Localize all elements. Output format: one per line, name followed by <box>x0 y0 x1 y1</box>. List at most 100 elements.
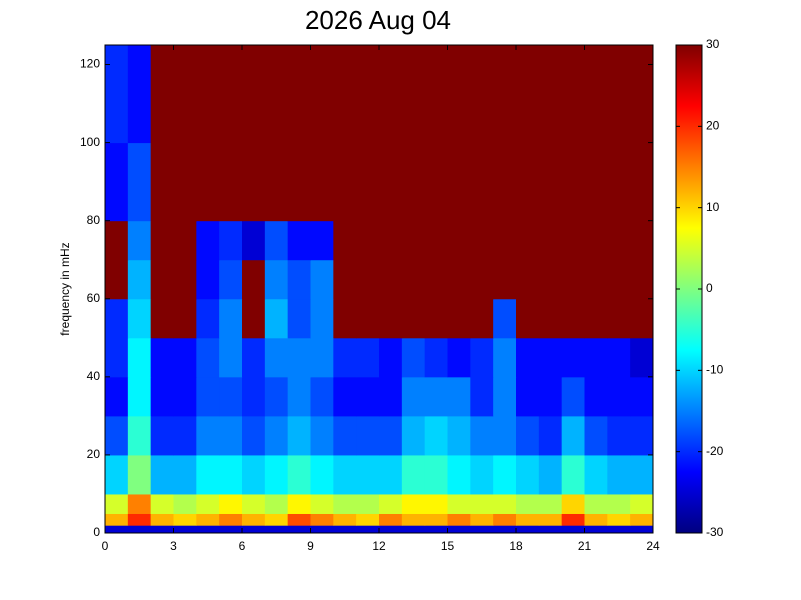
heatmap-cell <box>607 415 631 456</box>
heatmap-cell <box>607 376 631 417</box>
heatmap-cell <box>584 525 608 534</box>
heatmap-cell <box>470 220 494 261</box>
heatmap-cell <box>379 45 403 144</box>
heatmap-cell <box>516 220 540 261</box>
heatmap-cell <box>447 493 471 514</box>
heatmap-cell <box>242 493 266 514</box>
heatmap-cell <box>196 493 220 514</box>
heatmap-cell <box>470 337 494 378</box>
heatmap-cell <box>287 415 311 456</box>
heatmap-cell <box>561 454 585 495</box>
colorbar-tick-label: -30 <box>706 525 724 539</box>
x-tick-label: 12 <box>372 539 386 553</box>
heatmap-cell <box>242 337 266 378</box>
heatmap-cell <box>493 142 517 222</box>
heatmap-cell <box>173 376 197 417</box>
heatmap-cell <box>333 337 357 378</box>
heatmap-cell <box>630 376 654 417</box>
heatmap-cell <box>127 45 152 144</box>
heatmap-cell <box>173 525 197 534</box>
heatmap-cell <box>584 298 608 339</box>
heatmap-cell <box>379 337 403 378</box>
heatmap-cell <box>561 298 585 339</box>
heatmap-cell <box>379 525 403 534</box>
heatmap-cell <box>264 513 289 526</box>
heatmap-cell <box>607 493 631 514</box>
heatmap-cell <box>401 525 426 534</box>
heatmap-cell <box>493 525 517 534</box>
heatmap-cell <box>356 45 380 144</box>
heatmap-cell <box>538 45 563 144</box>
heatmap-cell <box>310 259 334 300</box>
heatmap-cell <box>607 337 631 378</box>
heatmap-cell <box>607 142 631 222</box>
heatmap-cell <box>516 298 540 339</box>
heatmap-cell <box>516 376 540 417</box>
x-tick-label: 24 <box>646 539 660 553</box>
heatmap-cell <box>561 220 585 261</box>
heatmap-cell <box>424 142 448 222</box>
heatmap-cell <box>173 142 197 222</box>
heatmap-cell <box>310 142 334 222</box>
heatmap-cell <box>105 525 129 534</box>
heatmap-cell <box>447 45 471 144</box>
heatmap-cell <box>150 513 174 526</box>
heatmap-cell <box>630 493 654 514</box>
heatmap-cell <box>379 298 403 339</box>
heatmap-cell <box>447 454 471 495</box>
heatmap-cell <box>127 454 152 495</box>
heatmap-cell <box>493 298 517 339</box>
heatmap-cell <box>584 45 608 144</box>
heatmap-cell <box>493 220 517 261</box>
heatmap-cell <box>379 220 403 261</box>
heatmap-cell <box>538 415 563 456</box>
heatmap-cell <box>470 415 494 456</box>
heatmap-cell <box>105 493 129 514</box>
heatmap-cell <box>493 45 517 144</box>
heatmap-cell <box>584 337 608 378</box>
heatmap-cell <box>424 454 448 495</box>
heatmap-cell <box>356 415 380 456</box>
heatmap-cell <box>219 220 243 261</box>
heatmap-cell <box>584 376 608 417</box>
heatmap-cell <box>584 142 608 222</box>
heatmap-cell <box>219 337 243 378</box>
heatmap-cell <box>356 142 380 222</box>
heatmap-cell <box>219 415 243 456</box>
heatmap-cell <box>150 259 174 300</box>
heatmap-cell <box>401 415 426 456</box>
heatmap-cell <box>219 525 243 534</box>
heatmap-cell <box>538 142 563 222</box>
heatmap-cell <box>516 513 540 526</box>
heatmap-cell <box>196 45 220 144</box>
heatmap-cell <box>219 142 243 222</box>
x-tick-label: 6 <box>239 539 246 553</box>
heatmap-cell <box>264 220 289 261</box>
heatmap-cell <box>310 525 334 534</box>
heatmap-cell <box>264 493 289 514</box>
heatmap-cell <box>310 493 334 514</box>
heatmap-cell <box>584 220 608 261</box>
heatmap-cell <box>470 493 494 514</box>
heatmap-cell <box>516 259 540 300</box>
heatmap-cell <box>516 142 540 222</box>
heatmap-cell <box>538 513 563 526</box>
heatmap-cell <box>219 513 243 526</box>
heatmap-cell <box>538 454 563 495</box>
heatmap-cell <box>538 376 563 417</box>
heatmap-cell <box>105 415 129 456</box>
heatmap-cell <box>470 45 494 144</box>
x-tick-label: 15 <box>441 539 455 553</box>
heatmap-cell <box>607 454 631 495</box>
heatmap-cell <box>333 415 357 456</box>
heatmap-cell <box>379 513 403 526</box>
heatmap-cell <box>607 298 631 339</box>
heatmap-cell <box>219 45 243 144</box>
heatmap-cell <box>447 376 471 417</box>
heatmap-cell <box>516 454 540 495</box>
heatmap-cell <box>242 298 266 339</box>
heatmap-cell <box>287 493 311 514</box>
heatmap-cell <box>424 220 448 261</box>
heatmap-cell <box>173 259 197 300</box>
heatmap-cell <box>538 259 563 300</box>
